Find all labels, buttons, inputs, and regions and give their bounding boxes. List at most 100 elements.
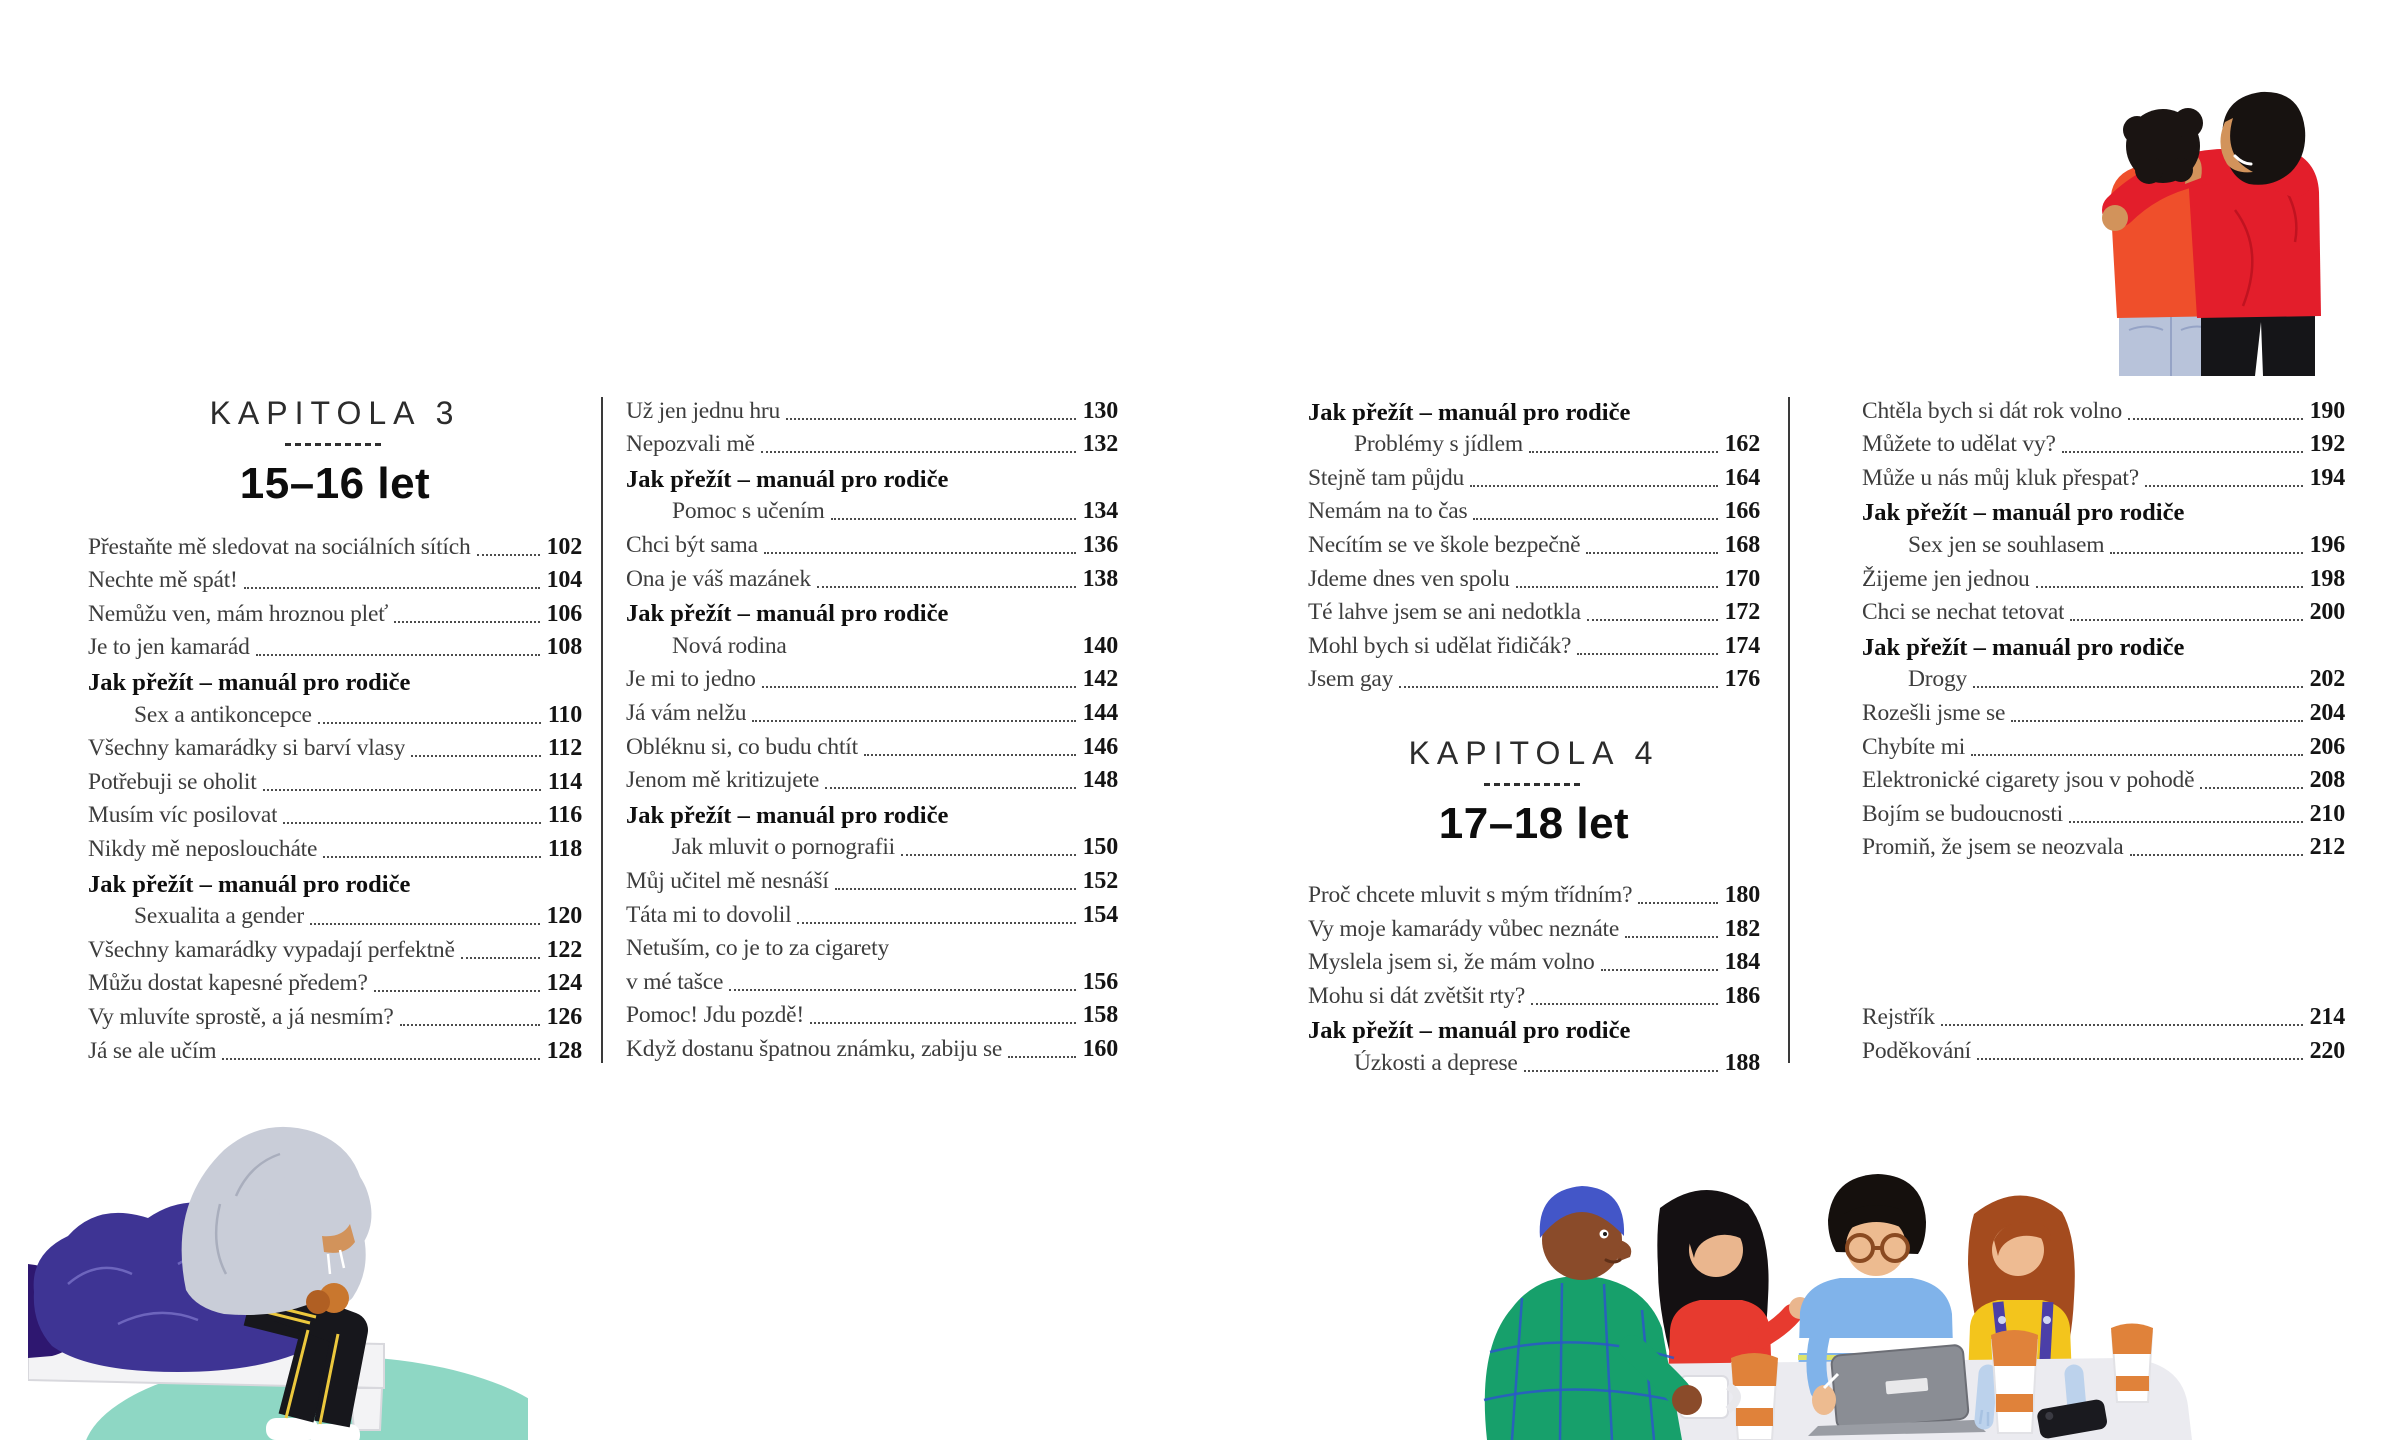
- toc-entry: Už jen jednu hru 130: [626, 393, 1118, 427]
- dot-leader: [2061, 451, 2303, 454]
- toc-entry: Můžete to udělat vy? 192: [1862, 427, 2345, 461]
- illustration-father-son-hug: [2102, 91, 2321, 376]
- toc-entry-label: Nikdy mě neposloucháte: [88, 835, 318, 862]
- toc-entry: Nová rodina 140: [626, 628, 1118, 662]
- toc-entry-page: 144: [1082, 699, 1119, 726]
- toc-entry: Je to jen kamarád 108: [88, 630, 582, 664]
- toc-entry-page: 140: [1082, 632, 1119, 659]
- father-head: [2220, 91, 2306, 185]
- dot-leader: [411, 755, 541, 758]
- toc-column-1: KAPITOLA 3 15–16 let Přestaňte mě sledovat…: [88, 393, 582, 1067]
- toc-entry-label: Můžu dostat kapesné předem?: [88, 970, 368, 997]
- toc-entry: Stejně tam půjdu 164: [1308, 460, 1760, 494]
- dot-leader: [1940, 1023, 2303, 1026]
- dot-leader: [373, 990, 540, 993]
- toc-entry-page: 200: [2309, 599, 2346, 626]
- toc-entry-page: 214: [2309, 1003, 2346, 1030]
- toc-entry-page: 114: [547, 768, 582, 795]
- toc-entry-page: 130: [1082, 397, 1119, 424]
- toc-entry-page: 106: [546, 600, 583, 627]
- dot-leader: [394, 620, 540, 623]
- boy-glasses-hands: [1806, 1318, 1840, 1415]
- chapter-age-range: 17–18 let: [1438, 799, 1630, 849]
- toc-entry-page: 110: [547, 701, 582, 728]
- toc-entry: Vy moje kamarády vůbec neznáte 182: [1308, 911, 1760, 945]
- illustration-sad-teen-on-bed: [28, 1126, 528, 1440]
- toc-entry-label: Nechte mě spát!: [88, 567, 238, 594]
- toc-entry-label: Můžete to udělat vy?: [1862, 431, 2056, 458]
- dot-leader: [1586, 551, 1718, 554]
- toc-entry-label: Může u nás můj kluk přespat?: [1862, 464, 2139, 491]
- dot-leader: [2035, 585, 2303, 588]
- toc-entry: Můj učitel mě nesnáší 152: [626, 863, 1118, 897]
- dot-leader: [1473, 518, 1718, 521]
- toc-entry-label: Sexualita a gender: [134, 903, 304, 930]
- toc-entry-label: Jdeme dnes ven spolu: [1308, 565, 1510, 592]
- toc-entry-page: 208: [2309, 767, 2346, 794]
- dot-leader: [825, 787, 1076, 790]
- dot-leader: [834, 887, 1076, 890]
- toc-entry-label: Drogy: [1908, 666, 1968, 693]
- toc-entry-label: Nemůžu ven, mám hroznou pleť: [88, 600, 389, 627]
- dot-leader: [1515, 585, 1718, 588]
- toc-entry-page: 150: [1082, 834, 1119, 861]
- toc-entry: Chci se nechat tetovat 200: [1862, 595, 2345, 629]
- toc-entry: Všechny kamarádky vypadají perfektně 122: [88, 932, 582, 966]
- toc-entry-label: Já se ale učím: [88, 1037, 217, 1064]
- dot-leader: [1399, 686, 1718, 689]
- dot-leader: [2110, 551, 2303, 554]
- dot-leader: [283, 822, 541, 825]
- dot-leader: [2070, 619, 2303, 622]
- dot-leader: [2068, 820, 2303, 823]
- toc-entry-page: 118: [547, 835, 582, 862]
- toc-entry-label: Rozešli jsme se: [1862, 699, 2006, 726]
- toc-gap: [1862, 863, 2345, 999]
- toc-entry-label: Když dostanu špatnou známku, zabiju se: [626, 1035, 1003, 1062]
- toc-entry-page: 194: [2309, 464, 2346, 491]
- toc-entry-label: Nepozvali mě: [626, 431, 755, 458]
- toc-entry-page: 136: [1082, 531, 1119, 558]
- toc-entry: Nemůžu ven, mám hroznou pleť 106: [88, 596, 582, 630]
- toc-entry-page: 154: [1082, 901, 1119, 928]
- dot-leader: [2128, 417, 2303, 420]
- toc-section-heading: Jak přežít – manuál pro rodiče: [1862, 633, 2185, 661]
- dot-leader: [763, 551, 1076, 554]
- toc-entry-label: Jenom mě kritizujete: [626, 767, 820, 794]
- dot-leader: [222, 1057, 540, 1060]
- dot-leader: [863, 753, 1076, 756]
- dot-leader: [262, 788, 541, 791]
- dot-leader: [1586, 619, 1718, 622]
- toc-entry-page: 220: [2309, 1037, 2346, 1064]
- toc-entry-label: Chtěla bych si dát rok volno: [1862, 397, 2123, 424]
- toc-entry: Vy mluvíte sprostě, a já nesmím? 126: [88, 999, 582, 1033]
- toc-entry-page: 112: [547, 735, 582, 762]
- toc-entry-page: 156: [1082, 968, 1119, 995]
- toc-entry: Jenom mě kritizujete 148: [626, 763, 1118, 797]
- dot-leader: [752, 719, 1076, 722]
- toc-entry-page: 124: [546, 970, 583, 997]
- toc-entry-label: Ona je váš mazánek: [626, 565, 811, 592]
- toc-entry-label: Táta mi to dovolil: [626, 901, 792, 928]
- toc-entry-page: 158: [1082, 1002, 1119, 1029]
- toc-entry-page: 180: [1724, 881, 1761, 908]
- toc-entry-page: 170: [1724, 565, 1761, 592]
- toc-entry-page: 192: [2309, 431, 2346, 458]
- toc-entry-page: 102: [546, 533, 583, 560]
- chapter-label: KAPITOLA 4: [1408, 735, 1660, 772]
- toc-entry-label: Úzkosti a deprese: [1354, 1049, 1518, 1076]
- toc-entry: Můžu dostat kapesné předem? 124: [88, 966, 582, 1000]
- dot-leader: [476, 553, 540, 556]
- toc-entry-page: 116: [547, 802, 582, 829]
- toc-entry-page: 210: [2309, 800, 2346, 827]
- dot-leader: [1625, 935, 1718, 938]
- chapter-heading: KAPITOLA 4 17–18 let: [1308, 733, 1760, 849]
- dot-leader: [1528, 451, 1718, 454]
- toc-column-2: Už jen jednu hru 130 Nepozvali mě 132 Jak př…: [626, 393, 1118, 1065]
- dot-leader: [1976, 1057, 2303, 1060]
- toc-entry: Poděkování 220: [1862, 1033, 2345, 1067]
- toc-entry-label: Vy mluvíte sprostě, a já nesmím?: [88, 1003, 394, 1030]
- toc-section-heading: Jak přežít – manuál pro rodiče: [1308, 398, 1631, 426]
- toc-entry: Proč chcete mluvit s mým třídním? 180: [1308, 877, 1760, 911]
- toc-entry-page: 120: [546, 903, 583, 930]
- toc-section-heading: Jak přežít – manuál pro rodiče: [626, 801, 949, 829]
